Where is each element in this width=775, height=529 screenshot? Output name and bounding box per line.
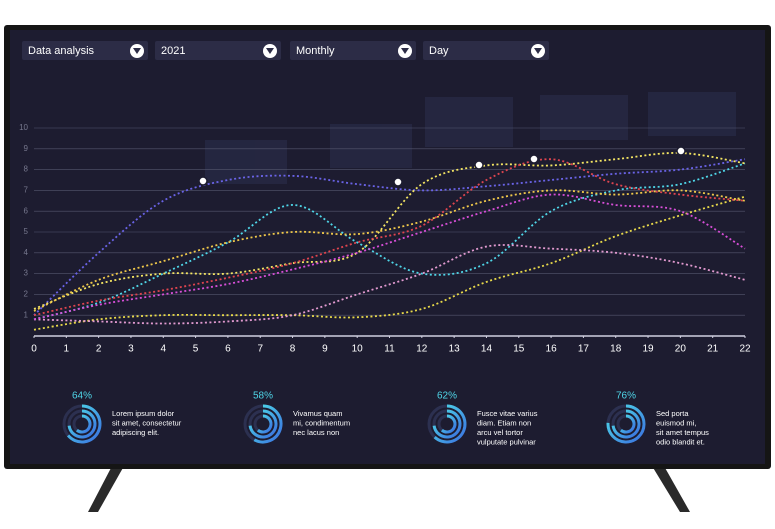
stat-text: diam. Etiam non bbox=[477, 418, 531, 427]
x-tick-label: 3 bbox=[128, 344, 134, 355]
x-tick-label: 13 bbox=[449, 344, 461, 355]
dropdown[interactable] bbox=[423, 41, 549, 60]
stat-text: adipiscing elit. bbox=[112, 428, 159, 437]
screen bbox=[10, 30, 765, 464]
stand-leg bbox=[652, 466, 690, 512]
donut-arc bbox=[253, 404, 283, 444]
dropdown[interactable] bbox=[290, 41, 416, 60]
stat-text: Vivamus quam bbox=[293, 409, 342, 418]
dropdown-label: Data analysis bbox=[28, 45, 95, 57]
stat-text: Sed porta bbox=[656, 409, 689, 418]
data-line bbox=[33, 162, 746, 321]
highlight-dot bbox=[474, 160, 484, 170]
data-line bbox=[33, 195, 746, 331]
x-tick-label: 1 bbox=[64, 344, 70, 355]
x-tick-label: 15 bbox=[513, 344, 525, 355]
stand-leg bbox=[88, 466, 124, 512]
donut-arc bbox=[433, 404, 467, 444]
stat-text: sit amet, consectetur bbox=[112, 418, 182, 427]
x-tick-label: 18 bbox=[610, 344, 622, 355]
stat-text: mi, condimentum bbox=[293, 418, 350, 427]
data-line bbox=[33, 152, 746, 310]
dropdown-arrow bbox=[266, 48, 274, 54]
dropdown-arrow bbox=[133, 48, 141, 54]
donut-ring bbox=[75, 414, 92, 434]
highlight-dot bbox=[393, 177, 403, 187]
y-tick-label: 7 bbox=[24, 186, 29, 195]
dropdown-arrow bbox=[401, 48, 409, 54]
x-tick-label: 9 bbox=[322, 344, 328, 355]
y-tick-label: 2 bbox=[24, 290, 29, 299]
highlight-dot bbox=[529, 154, 539, 164]
x-tick-label: 20 bbox=[675, 344, 687, 355]
data-line bbox=[33, 244, 746, 325]
x-tick-label: 4 bbox=[160, 344, 166, 355]
y-tick-label: 8 bbox=[24, 165, 29, 174]
data-line bbox=[33, 193, 746, 321]
dropdown-label: Day bbox=[429, 45, 449, 57]
y-tick-label: 4 bbox=[24, 248, 29, 257]
tooltip-card bbox=[540, 95, 628, 140]
dropdown-label: Monthly bbox=[296, 45, 335, 57]
y-tick-label: 1 bbox=[24, 310, 29, 319]
data-line bbox=[33, 158, 746, 316]
x-tick-label: 17 bbox=[578, 344, 590, 355]
stat-text: sit amet tempus bbox=[656, 428, 709, 437]
stat-text: vulputate pulvinar bbox=[477, 437, 536, 446]
y-tick-label: 5 bbox=[24, 227, 29, 236]
y-tick-label: 3 bbox=[24, 269, 29, 278]
stat-text: odio blandit et. bbox=[656, 437, 705, 446]
highlight-dot bbox=[198, 176, 208, 186]
stat-label: 62% bbox=[437, 391, 457, 402]
stat-text: nec lacus non bbox=[293, 428, 339, 437]
x-tick-label: 19 bbox=[642, 344, 654, 355]
x-tick-label: 12 bbox=[416, 344, 428, 355]
donut-ring bbox=[611, 409, 641, 439]
dropdown[interactable] bbox=[155, 41, 281, 60]
data-line bbox=[33, 189, 746, 312]
dropdown[interactable] bbox=[22, 41, 148, 60]
x-tick-label: 16 bbox=[546, 344, 558, 355]
donut-ring bbox=[67, 409, 97, 439]
x-tick-label: 22 bbox=[739, 344, 751, 355]
y-tick-label: 6 bbox=[24, 206, 29, 215]
stat-text: Fusce vitae varius bbox=[477, 409, 538, 418]
x-tick-label: 5 bbox=[193, 344, 199, 355]
tooltip-card bbox=[205, 140, 287, 184]
donut-ring bbox=[432, 409, 462, 439]
y-tick-label: 9 bbox=[24, 144, 29, 153]
x-tick-label: 21 bbox=[707, 344, 719, 355]
donut-ring bbox=[256, 414, 273, 434]
x-tick-label: 6 bbox=[225, 344, 231, 355]
stat-label: 64% bbox=[72, 391, 92, 402]
highlight-dot bbox=[676, 146, 686, 156]
data-line bbox=[33, 158, 746, 317]
stat-label: 76% bbox=[616, 391, 636, 402]
stat-text: arcu vel tortor bbox=[477, 428, 523, 437]
stat-text: euismod mi, bbox=[656, 418, 696, 427]
stat-text: Lorem ipsum dolor bbox=[112, 409, 175, 418]
donut-ring bbox=[248, 409, 278, 439]
x-tick-label: 11 bbox=[384, 344, 395, 355]
stat-label: 58% bbox=[253, 391, 273, 402]
x-tick-label: 7 bbox=[257, 344, 263, 355]
donut-ring bbox=[440, 414, 457, 434]
tooltip-card bbox=[330, 124, 412, 168]
tooltip-card bbox=[648, 92, 736, 136]
tooltip-card bbox=[425, 97, 513, 147]
x-tick-label: 2 bbox=[96, 344, 102, 355]
dropdown-arrow bbox=[534, 48, 542, 54]
x-tick-label: 14 bbox=[481, 344, 493, 355]
x-tick-label: 0 bbox=[31, 344, 37, 355]
x-tick-label: 10 bbox=[352, 344, 364, 355]
y-tick-label: 10 bbox=[19, 123, 28, 132]
donut-arc bbox=[66, 404, 102, 444]
dropdown-label: 2021 bbox=[161, 45, 185, 57]
x-tick-label: 8 bbox=[290, 344, 296, 355]
donut-arc bbox=[606, 404, 646, 444]
donut-ring bbox=[619, 414, 636, 434]
tooltip-cards bbox=[205, 92, 736, 184]
